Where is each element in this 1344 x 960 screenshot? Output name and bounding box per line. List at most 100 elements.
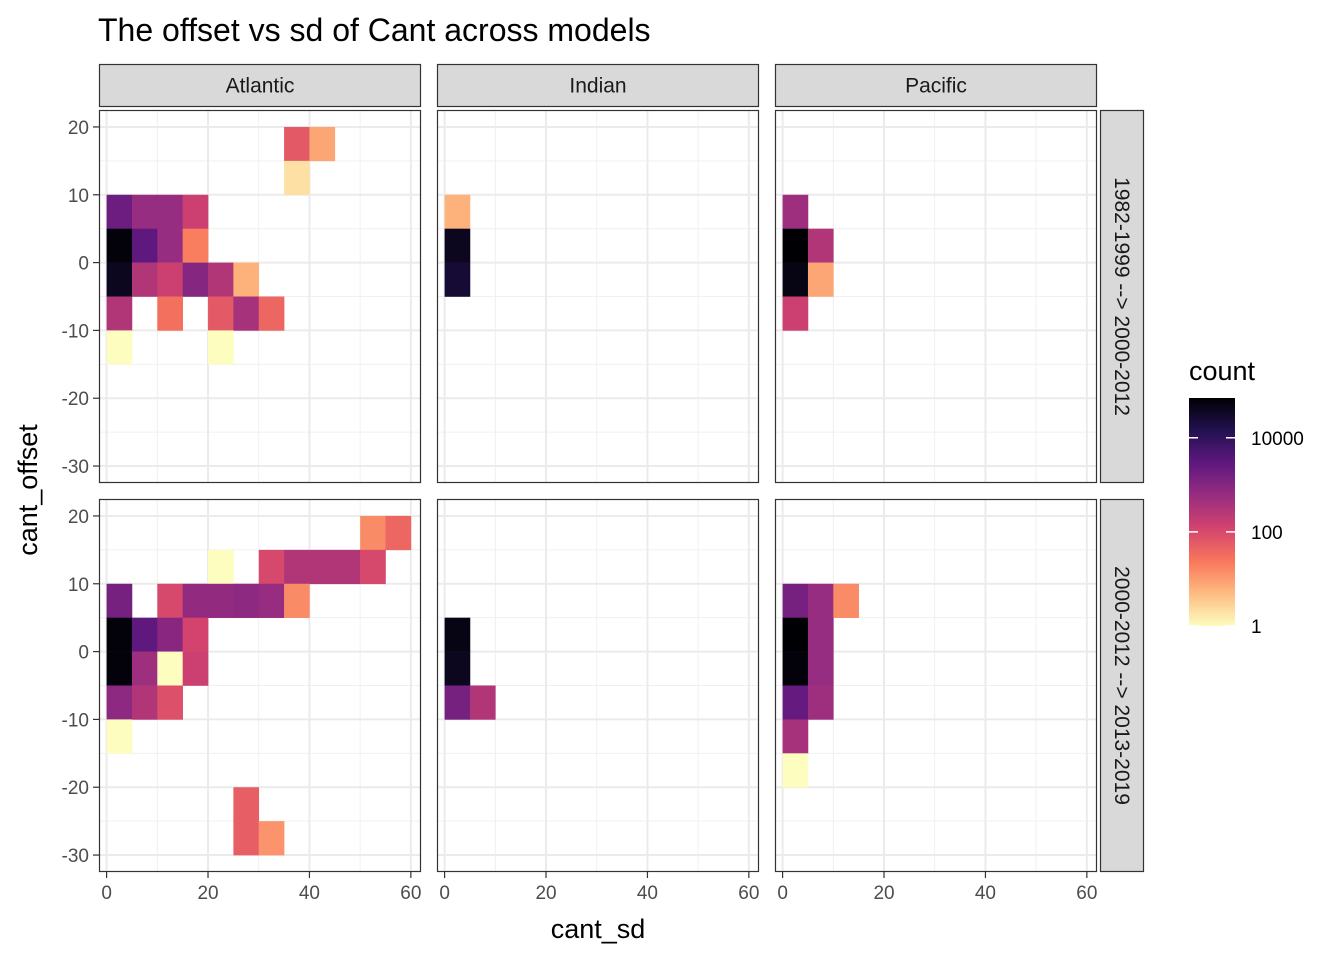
y-axis-row2: 20 10 0 -10 -20 -30 [62,507,99,867]
x-tick-label: 20 [197,883,218,904]
strip-indian: Indian [436,63,760,108]
strip-background [774,63,1098,108]
heatmap-tile [444,685,471,720]
heatmap-tile [106,651,133,686]
y-tick-label: 10 [68,186,89,207]
heatmap-tile [782,685,809,720]
heatmap-tile [309,126,336,162]
heatmap-tile [233,583,260,618]
heatmap-tile [782,296,809,331]
y-tick-label: -10 [62,321,89,342]
strip-label: 2000-2012 --> 2013-2019 [1110,566,1133,805]
heatmap-tile [182,262,209,297]
panel-atlantic-row2 [98,498,422,873]
heatmap-tile [208,583,234,618]
panel-indian-row2 [436,498,760,873]
y-tick-label: 20 [68,118,89,139]
heatmap-tile [233,787,260,822]
axes: 20 10 0 -10 -20 -30 20 10 0 -10 -20 -30 0 20 40 60 0 20 40… [62,118,1098,904]
heatmap-tile [360,515,386,551]
heatmap-tile [807,583,834,618]
heatmap-tile [444,651,471,686]
x-tick-label: 60 [738,883,759,904]
strip-label: Atlantic [226,75,295,98]
panel-border [98,109,422,484]
y-tick-label: 20 [68,507,89,528]
heatmap-tile [208,330,234,365]
heatmap-tile [182,617,209,652]
heatmap-tile [309,549,336,585]
chart-title: The offset vs sd of Cant across models [98,12,651,48]
heatmap-tile [131,228,158,263]
heatmap-tile [157,228,183,263]
heatmap-tile [106,228,133,263]
heatmap-tile [182,194,209,229]
heatmap-tile [182,583,209,618]
legend-colorbar [1189,398,1235,626]
x-axis-title: cant_sd [551,914,646,944]
heatmap-tile [782,228,809,263]
heatmap-tile [157,262,183,297]
legend: count 1 100 10000 [1189,356,1304,638]
heatmap-tile [782,617,809,652]
panel-border [436,109,760,484]
panel-border [774,498,1098,873]
heatmap-tile [444,228,471,263]
x-tick-label: 20 [535,883,556,904]
heatmap-tile [258,583,285,618]
panel-atlantic-row1 [98,109,422,484]
y-tick-label: 10 [68,575,89,596]
heatmap-tile [284,549,310,585]
heatmap-tile [106,685,133,720]
panel-pacific-row2 [774,498,1098,873]
strip-atlantic: Atlantic [98,63,422,108]
heatmap-tile [258,549,285,585]
y-tick-label: -10 [62,710,89,731]
y-tick-label: 0 [78,254,89,275]
heatmap-tile [782,194,809,229]
x-tick-label: 0 [101,883,112,904]
strip-row-1: 1982-1999 --> 2000-2012 [1099,109,1145,484]
heatmap-tile [106,330,133,365]
heatmap-tile [106,262,133,297]
heatmap-tile [131,651,158,686]
panel-border [436,498,760,873]
heatmap-tile [360,549,386,585]
heatmap-tile [233,821,260,856]
heatmap-tile [182,651,209,686]
legend-label: 10000 [1251,429,1304,450]
x-axis-col3: 0 20 40 60 [777,872,1097,904]
heatmap-tile [444,617,471,652]
heatmap-tile [385,515,412,551]
heatmap-tile [334,549,361,585]
heatmap-tile [106,617,133,652]
strip-label: 1982-1999 --> 2000-2012 [1110,177,1133,416]
x-tick-label: 20 [873,883,894,904]
x-axis-col1: 0 20 40 60 [101,872,421,904]
x-tick-label: 60 [1076,883,1097,904]
heatmap-tile [131,617,158,652]
panel-indian-row1 [436,109,760,484]
panel-pacific-row1 [774,109,1098,484]
x-axis-col2: 0 20 40 60 [439,872,759,904]
heatmap-tile [807,685,834,720]
heatmap-tile [131,685,158,720]
heatmap-tile [233,296,260,331]
panels [98,109,1098,873]
heatmap-tile [233,262,260,297]
x-tick-label: 60 [400,883,421,904]
heatmap-tile [208,296,234,331]
heatmap-tile [782,719,809,754]
heatmap-tile [444,194,471,229]
heatmap-tile [208,262,234,297]
y-axis-row1: 20 10 0 -10 -20 -30 [62,118,99,478]
heatmap-tile [807,262,834,297]
x-tick-label: 40 [975,883,996,904]
heatmap-tile [131,262,158,297]
panel-border [98,498,422,873]
y-tick-label: -30 [62,457,89,478]
heatmap-tile [157,685,183,720]
x-tick-label: 0 [439,883,450,904]
legend-title: count [1189,356,1256,386]
heatmap-tile [807,228,834,263]
